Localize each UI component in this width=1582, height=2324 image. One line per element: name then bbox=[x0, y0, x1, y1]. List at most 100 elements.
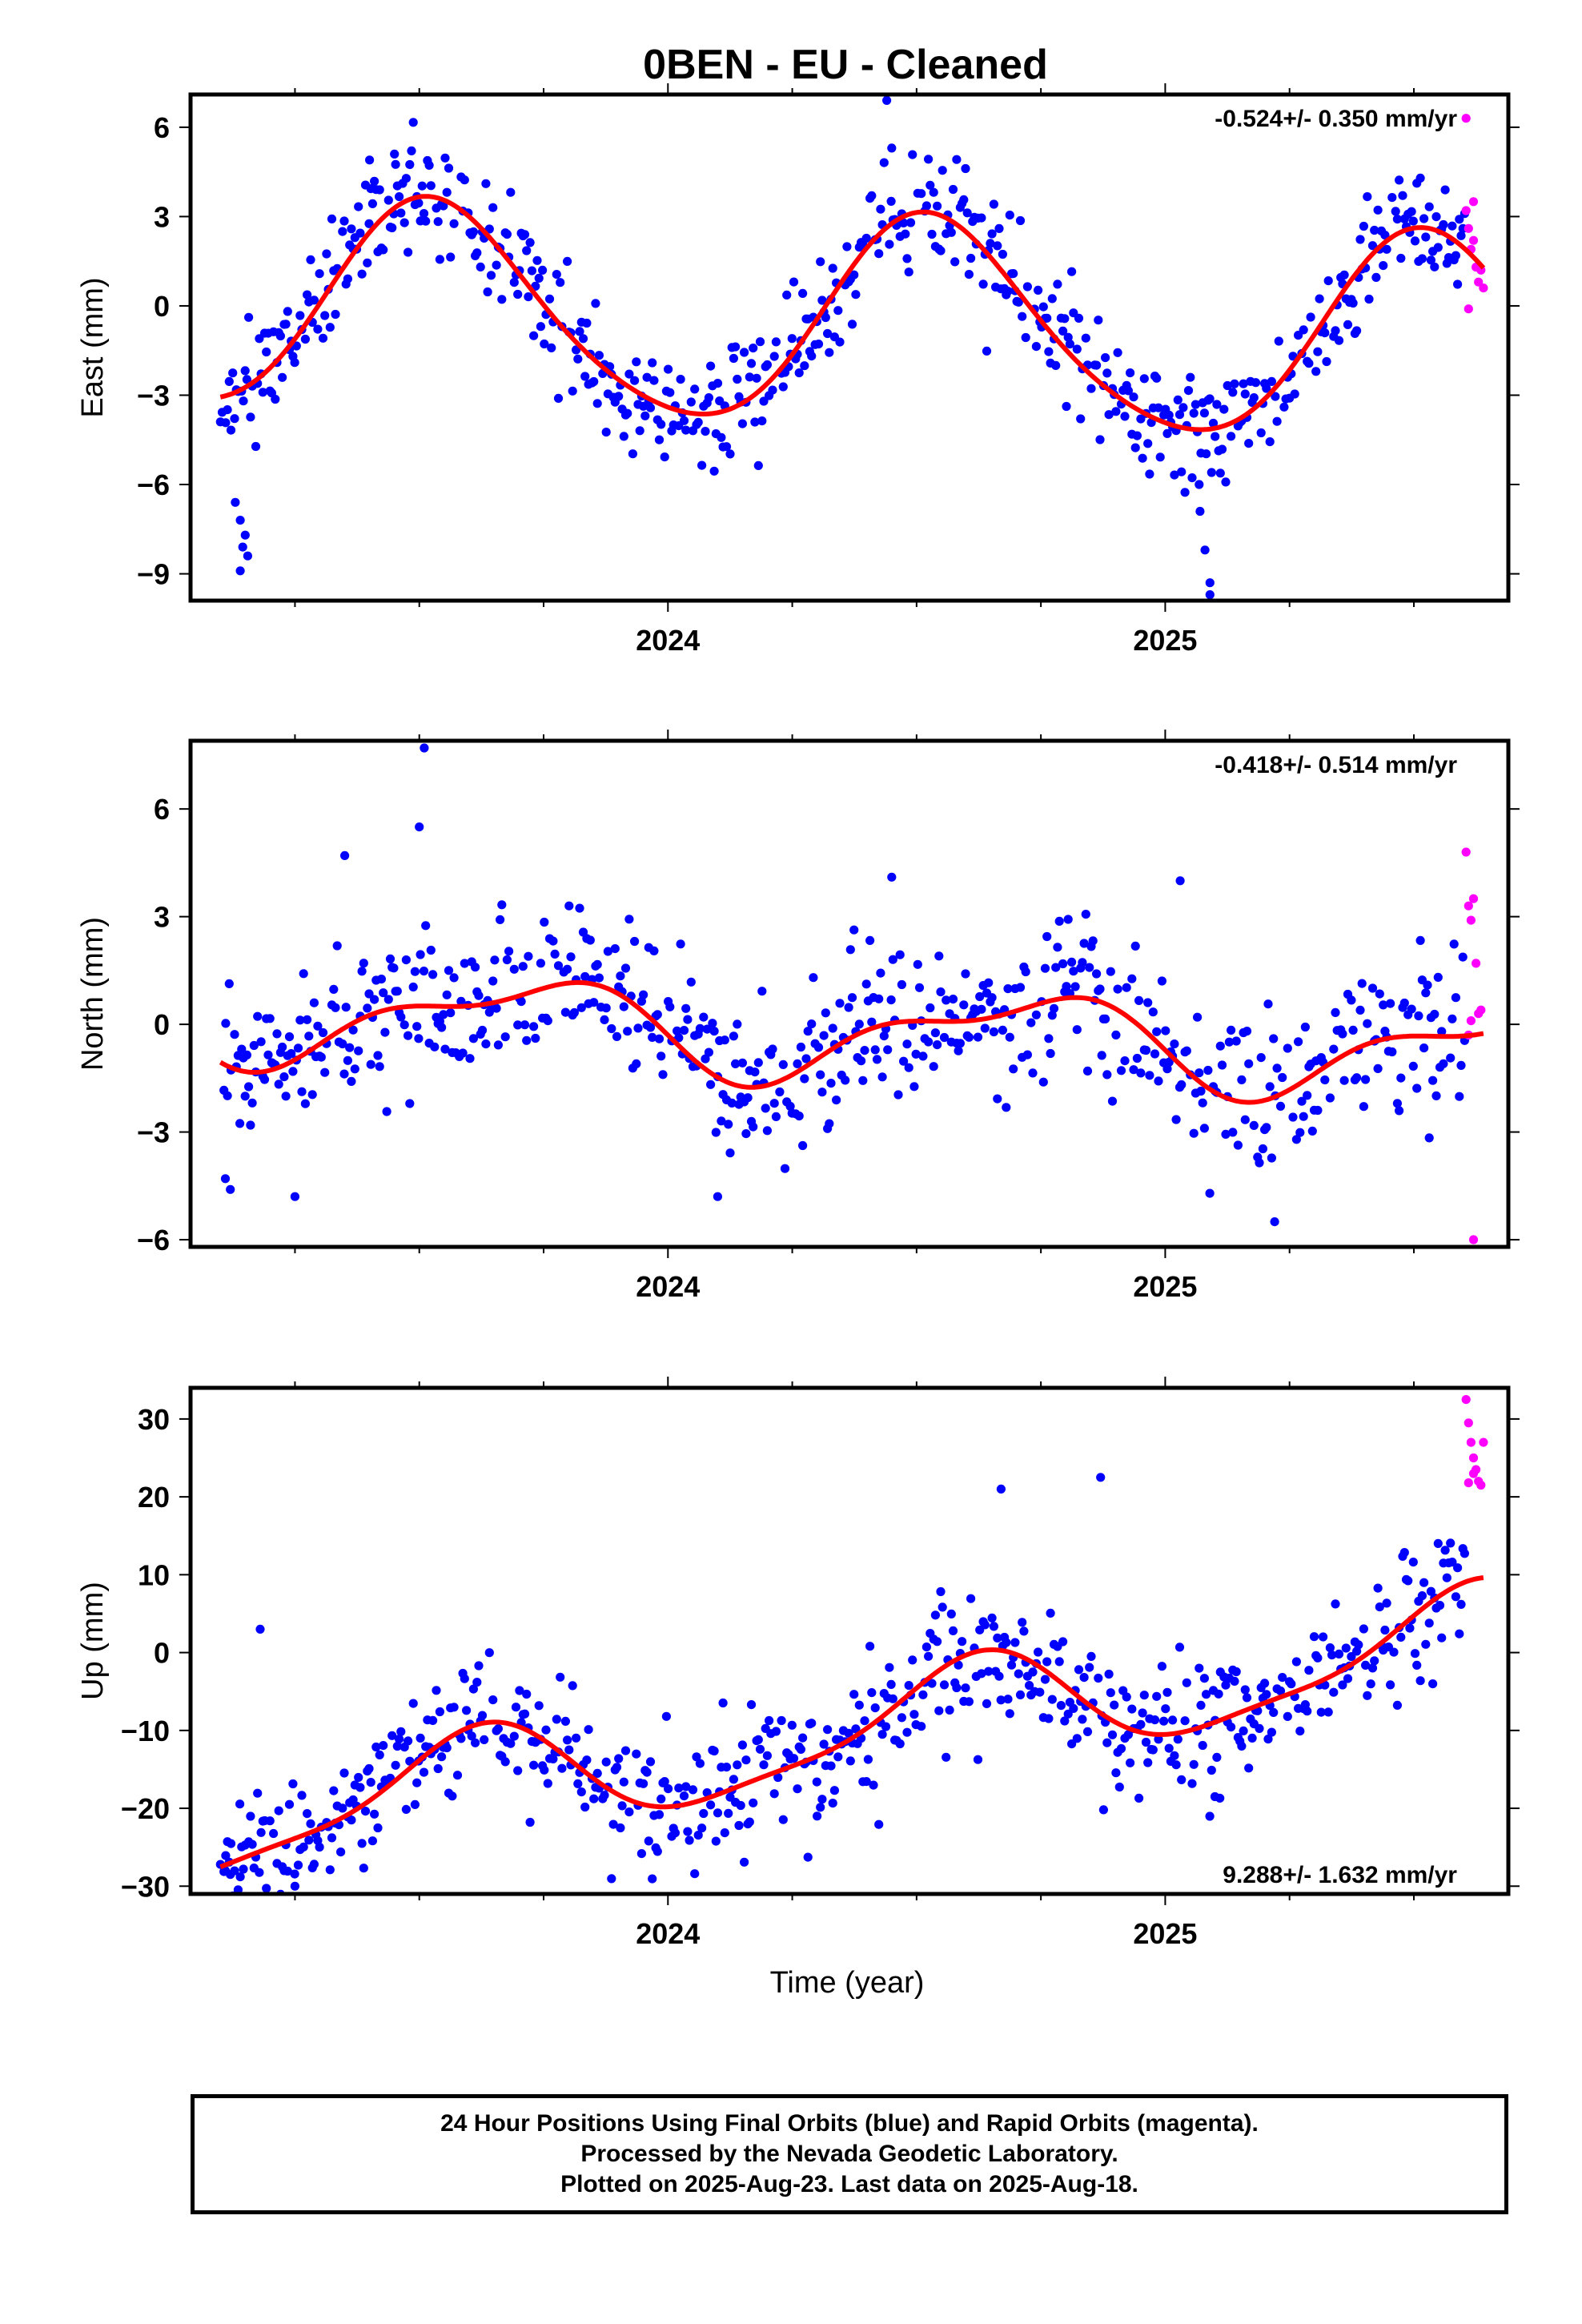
up-final-point bbox=[1056, 1701, 1066, 1711]
north-final-point bbox=[1228, 1128, 1238, 1137]
east-final-point bbox=[768, 385, 777, 395]
up-final-point bbox=[713, 1808, 723, 1818]
up-final-point bbox=[952, 1683, 962, 1693]
north-final-point bbox=[439, 1010, 448, 1019]
up-final-point bbox=[888, 1694, 897, 1703]
north-final-point bbox=[237, 1044, 247, 1054]
up-final-point bbox=[1446, 1538, 1456, 1548]
east-y-tick-label: 3 bbox=[154, 200, 170, 233]
up-x-tick-label: 2024 bbox=[636, 1917, 700, 1950]
north-final-point bbox=[1127, 974, 1137, 983]
north-final-point bbox=[419, 967, 429, 976]
up-final-point bbox=[1331, 1599, 1340, 1609]
up-final-point bbox=[620, 1746, 631, 1755]
east-final-point bbox=[1313, 347, 1323, 356]
north-final-point bbox=[1081, 910, 1090, 919]
up-model-curve bbox=[219, 1575, 1484, 1869]
north-final-point bbox=[379, 988, 388, 998]
up-final-point bbox=[506, 1739, 516, 1748]
up-final-point bbox=[511, 1703, 521, 1712]
up-final-point bbox=[660, 1777, 669, 1787]
east-final-point bbox=[1371, 272, 1381, 282]
up-final-point bbox=[702, 1788, 712, 1798]
north-y-tick-label: 6 bbox=[154, 793, 170, 826]
north-final-point bbox=[307, 1090, 317, 1100]
north-final-point bbox=[516, 997, 526, 1007]
north-final-point bbox=[1070, 982, 1080, 991]
up-final-point bbox=[909, 1710, 919, 1719]
up-final-point bbox=[778, 1815, 788, 1824]
up-final-point bbox=[1058, 1637, 1068, 1647]
east-final-point bbox=[924, 155, 934, 164]
up-final-point bbox=[437, 1752, 447, 1762]
up-final-point bbox=[1150, 1715, 1160, 1725]
up-final-point bbox=[860, 1716, 869, 1726]
up-final-point bbox=[379, 1741, 388, 1751]
east-final-point bbox=[481, 179, 491, 188]
north-final-point bbox=[778, 1059, 788, 1069]
east-final-point bbox=[1018, 312, 1027, 321]
north-final-point bbox=[1355, 1005, 1365, 1015]
up-final-point bbox=[1107, 1730, 1118, 1739]
east-final-point bbox=[575, 327, 584, 336]
east-final-point bbox=[1063, 332, 1073, 342]
east-final-point bbox=[1228, 388, 1238, 397]
east-final-point bbox=[664, 364, 673, 374]
north-final-point bbox=[681, 1003, 691, 1013]
up-final-point bbox=[844, 1728, 853, 1738]
east-final-point bbox=[1044, 347, 1054, 356]
up-final-point bbox=[740, 1857, 749, 1867]
east-final-point bbox=[502, 229, 512, 239]
north-final-point bbox=[1129, 1065, 1138, 1075]
north-final-point bbox=[426, 945, 436, 955]
east-final-point bbox=[421, 216, 431, 226]
north-final-point bbox=[1058, 959, 1068, 969]
east-final-point bbox=[497, 295, 507, 304]
up-final-point bbox=[375, 1750, 384, 1759]
east-final-point bbox=[408, 118, 418, 127]
north-final-point bbox=[1141, 1045, 1151, 1055]
north-final-point bbox=[1152, 1027, 1162, 1036]
east-final-point bbox=[1382, 244, 1391, 254]
up-final-point bbox=[639, 1779, 648, 1788]
north-final-point bbox=[1021, 967, 1030, 977]
east-final-point bbox=[1086, 384, 1096, 393]
up-final-point bbox=[733, 1760, 742, 1770]
east-final-point bbox=[1187, 473, 1197, 483]
east-final-point bbox=[1170, 470, 1179, 480]
up-final-point bbox=[1392, 1700, 1402, 1710]
up-final-point bbox=[966, 1594, 976, 1603]
up-final-point bbox=[435, 1707, 445, 1717]
north-final-point bbox=[1106, 967, 1115, 976]
east-final-point bbox=[417, 181, 427, 191]
east-final-point bbox=[1274, 336, 1283, 346]
north-final-point bbox=[496, 915, 505, 924]
up-final-point bbox=[360, 1807, 371, 1816]
up-final-point bbox=[1267, 1727, 1276, 1737]
north-final-point bbox=[309, 998, 319, 1007]
up-final-point bbox=[433, 1763, 443, 1774]
north-final-point bbox=[980, 1023, 990, 1033]
north-final-point bbox=[888, 955, 897, 964]
east-final-point bbox=[746, 359, 757, 368]
east-final-point bbox=[1396, 253, 1406, 263]
up-final-point bbox=[1269, 1707, 1279, 1717]
up-final-point bbox=[921, 1642, 931, 1652]
east-final-point bbox=[1022, 282, 1032, 292]
north-final-point bbox=[936, 987, 946, 997]
north-final-point bbox=[826, 1079, 836, 1088]
north-final-point bbox=[821, 1008, 830, 1018]
north-final-point bbox=[1255, 1158, 1264, 1168]
up-final-point bbox=[1244, 1763, 1254, 1773]
up-final-point bbox=[1079, 1673, 1089, 1683]
north-final-point bbox=[1054, 916, 1064, 926]
east-final-point bbox=[729, 353, 739, 364]
north-final-point bbox=[1130, 941, 1140, 951]
north-final-point bbox=[477, 1025, 488, 1035]
east-final-point bbox=[1304, 359, 1314, 368]
east-final-point bbox=[1408, 216, 1418, 226]
north-final-point bbox=[897, 979, 906, 990]
up-final-point bbox=[456, 1734, 466, 1743]
up-final-point bbox=[1309, 1632, 1319, 1642]
north-final-point bbox=[1357, 979, 1367, 988]
